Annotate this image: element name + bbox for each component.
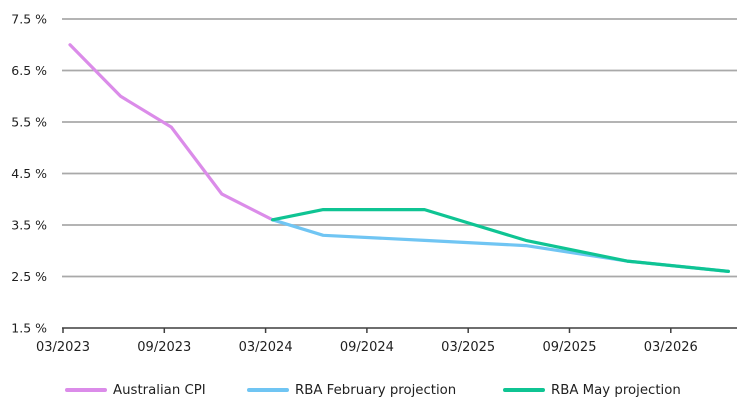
y-axis-tick-label: 5.5 % xyxy=(11,115,47,130)
legend-item-rba-may-projection: RBA May projection xyxy=(503,380,681,400)
legend-item-rba-february-projection: RBA February projection xyxy=(247,380,456,400)
series-line-australian-cpi xyxy=(68,43,275,222)
y-axis-tick-label: 7.5 % xyxy=(11,12,47,27)
legend-line-swatch-green xyxy=(503,388,545,392)
x-axis-tick-label: 03/2024 xyxy=(239,340,293,355)
x-axis-tick-label: 09/2025 xyxy=(542,340,596,355)
y-axis-tick-label: 3.5 % xyxy=(11,218,47,233)
y-axis-tick-label: 1.5 % xyxy=(11,321,47,336)
legend-label-australian-cpi: Australian CPI xyxy=(113,382,206,398)
x-axis-tick-label: 03/2025 xyxy=(441,340,495,355)
x-axis-tick-label: 09/2023 xyxy=(137,340,191,355)
x-axis-tick-label: 03/2026 xyxy=(644,340,698,355)
y-axis-tick-label: 2.5 % xyxy=(11,269,47,284)
legend-line-swatch-pink xyxy=(65,388,107,392)
y-axis-tick-label: 4.5 % xyxy=(11,166,47,181)
x-axis-tick-label: 03/2023 xyxy=(36,340,90,355)
x-axis-tick-label: 09/2024 xyxy=(340,340,394,355)
series-line-rba-may-projection xyxy=(271,208,731,273)
legend-label-rba-may-projection: RBA May projection xyxy=(551,382,681,398)
chart-legend: Australian CPI RBA February projection R… xyxy=(0,380,748,404)
legend-line-swatch-blue xyxy=(247,388,289,392)
chart-plot-area: 7.5 % 6.5 % 5.5 % 4.5 % 3.5 % 2.5 % 1.5 % 03/20… xyxy=(11,12,737,355)
y-axis-tick-label: 6.5 % xyxy=(11,63,47,78)
legend-item-australian-cpi: Australian CPI xyxy=(65,380,206,400)
legend-label-rba-february-projection: RBA February projection xyxy=(295,382,457,398)
